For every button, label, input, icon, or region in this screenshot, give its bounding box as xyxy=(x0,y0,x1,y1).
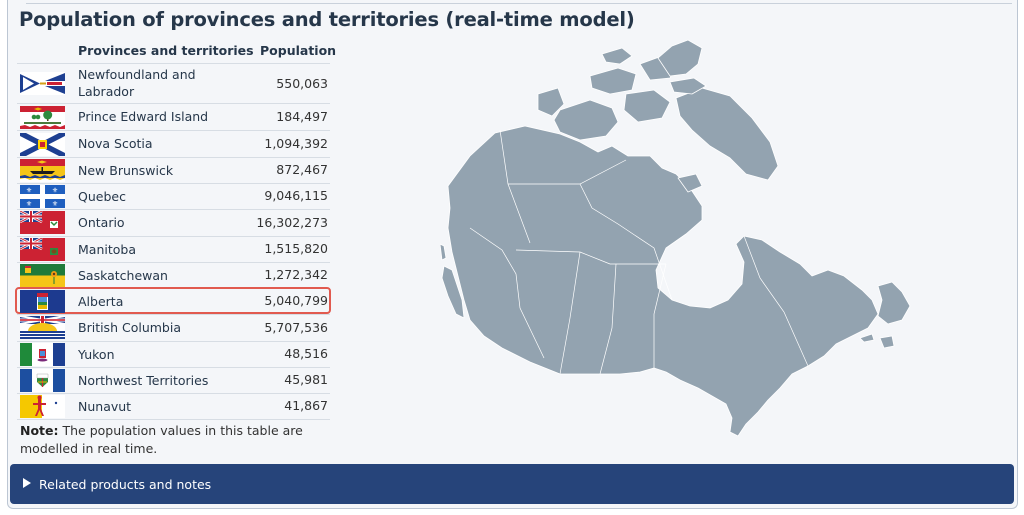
table-row[interactable]: Nova Scotia 1,094,392 xyxy=(17,131,330,157)
row-population: 184,497 xyxy=(276,109,328,124)
table-row[interactable]: New Brunswick 872,467 xyxy=(17,158,330,183)
table-row[interactable]: British Columbia 5,707,536 xyxy=(17,315,330,341)
row-name: Prince Edward Island xyxy=(78,109,209,124)
canada-map[interactable] xyxy=(440,38,925,443)
row-population: 1,515,820 xyxy=(264,241,328,256)
triangle-right-icon xyxy=(23,478,31,488)
table-row[interactable]: Yukon 48,516 xyxy=(17,342,330,367)
note-text: The population values in this table are … xyxy=(20,423,303,456)
svg-text:⚜: ⚜ xyxy=(26,200,32,208)
row-population: 550,063 xyxy=(276,76,328,91)
newfoundland-labrador-flag-icon xyxy=(20,72,65,95)
table-row[interactable]: Nunavut 41,867 xyxy=(17,394,330,419)
row-name: Northwest Territories xyxy=(78,373,209,388)
row-name: Saskatchewan xyxy=(78,268,168,283)
alberta-flag-icon xyxy=(20,290,65,313)
row-name: British Columbia xyxy=(78,320,181,335)
saskatchewan-flag-icon xyxy=(20,264,65,287)
row-population: 1,094,392 xyxy=(264,136,328,151)
new-brunswick-flag-icon xyxy=(20,159,65,182)
table-row[interactable]: Prince Edward Island 184,497 xyxy=(17,104,330,130)
northwest-territories-flag-icon xyxy=(20,369,65,392)
manitoba-flag-icon xyxy=(20,238,65,261)
newfoundland-island xyxy=(877,281,911,325)
row-population: 872,467 xyxy=(276,162,328,177)
table-row-alberta[interactable]: Alberta 5,040,799 xyxy=(17,289,330,314)
table-row[interactable]: Newfoundland and Labrador 550,063 xyxy=(17,64,330,103)
row-name: Nova Scotia xyxy=(78,136,153,151)
row-name: Alberta xyxy=(78,294,124,309)
canada-mainland xyxy=(447,125,879,437)
vancouver-island xyxy=(441,265,465,319)
row-population: 48,516 xyxy=(284,346,328,361)
row-population: 5,707,536 xyxy=(264,320,328,335)
table-note: Note: The population values in this tabl… xyxy=(20,422,320,458)
column-header-province: Provinces and territories xyxy=(78,43,254,58)
related-products-toggle[interactable]: Related products and notes xyxy=(10,464,1014,504)
table-divider xyxy=(17,63,330,64)
row-population: 9,046,115 xyxy=(264,188,328,203)
svg-text:⚜: ⚜ xyxy=(52,187,58,195)
svg-text:⚜: ⚜ xyxy=(52,200,58,208)
table-row[interactable]: Northwest Territories 45,981 xyxy=(17,368,330,393)
row-population: 1,272,342 xyxy=(264,267,328,282)
quebec-flag-icon: ⚜ ⚜ ⚜ ⚜ xyxy=(20,185,65,208)
svg-text:⚜: ⚜ xyxy=(26,187,32,195)
row-name: Newfoundland and Labrador xyxy=(78,67,196,99)
british-columbia-flag-icon xyxy=(20,316,65,339)
column-header-population: Population xyxy=(260,43,337,58)
pei-flag-icon xyxy=(20,106,65,129)
row-population: 41,867 xyxy=(284,398,328,413)
row-population: 45,981 xyxy=(284,372,328,387)
baffin-island xyxy=(675,87,779,181)
nova-scotia-flag-icon xyxy=(20,133,65,156)
row-name: Manitoba xyxy=(78,242,136,257)
nunavut-flag-icon xyxy=(20,395,65,418)
victoria-island xyxy=(553,99,619,141)
row-name: Nunavut xyxy=(78,399,132,414)
ontario-flag-icon xyxy=(20,211,65,234)
table-row[interactable]: Saskatchewan 1,272,342 xyxy=(17,263,330,288)
highlighted-row-outline xyxy=(15,287,331,314)
row-name: New Brunswick xyxy=(78,163,174,178)
row-name: Quebec xyxy=(78,189,126,204)
row-name: Ontario xyxy=(78,215,125,230)
table-row[interactable]: Manitoba 1,515,820 xyxy=(17,237,330,262)
divider xyxy=(26,3,1012,4)
ellesmere-island xyxy=(657,39,703,77)
row-population: 16,302,273 xyxy=(256,215,328,230)
page-title: Population of provinces and territories … xyxy=(19,8,635,31)
yukon-flag-icon xyxy=(20,343,65,366)
note-label: Note: xyxy=(20,423,59,438)
row-population: 5,040,799 xyxy=(264,293,328,308)
table-row[interactable]: ⚜ ⚜ ⚜ ⚜ Quebec 9,046,115 xyxy=(17,184,330,209)
table-row[interactable]: Ontario 16,302,273 xyxy=(17,210,330,236)
related-products-label: Related products and notes xyxy=(39,477,212,492)
row-name: Yukon xyxy=(78,347,115,362)
